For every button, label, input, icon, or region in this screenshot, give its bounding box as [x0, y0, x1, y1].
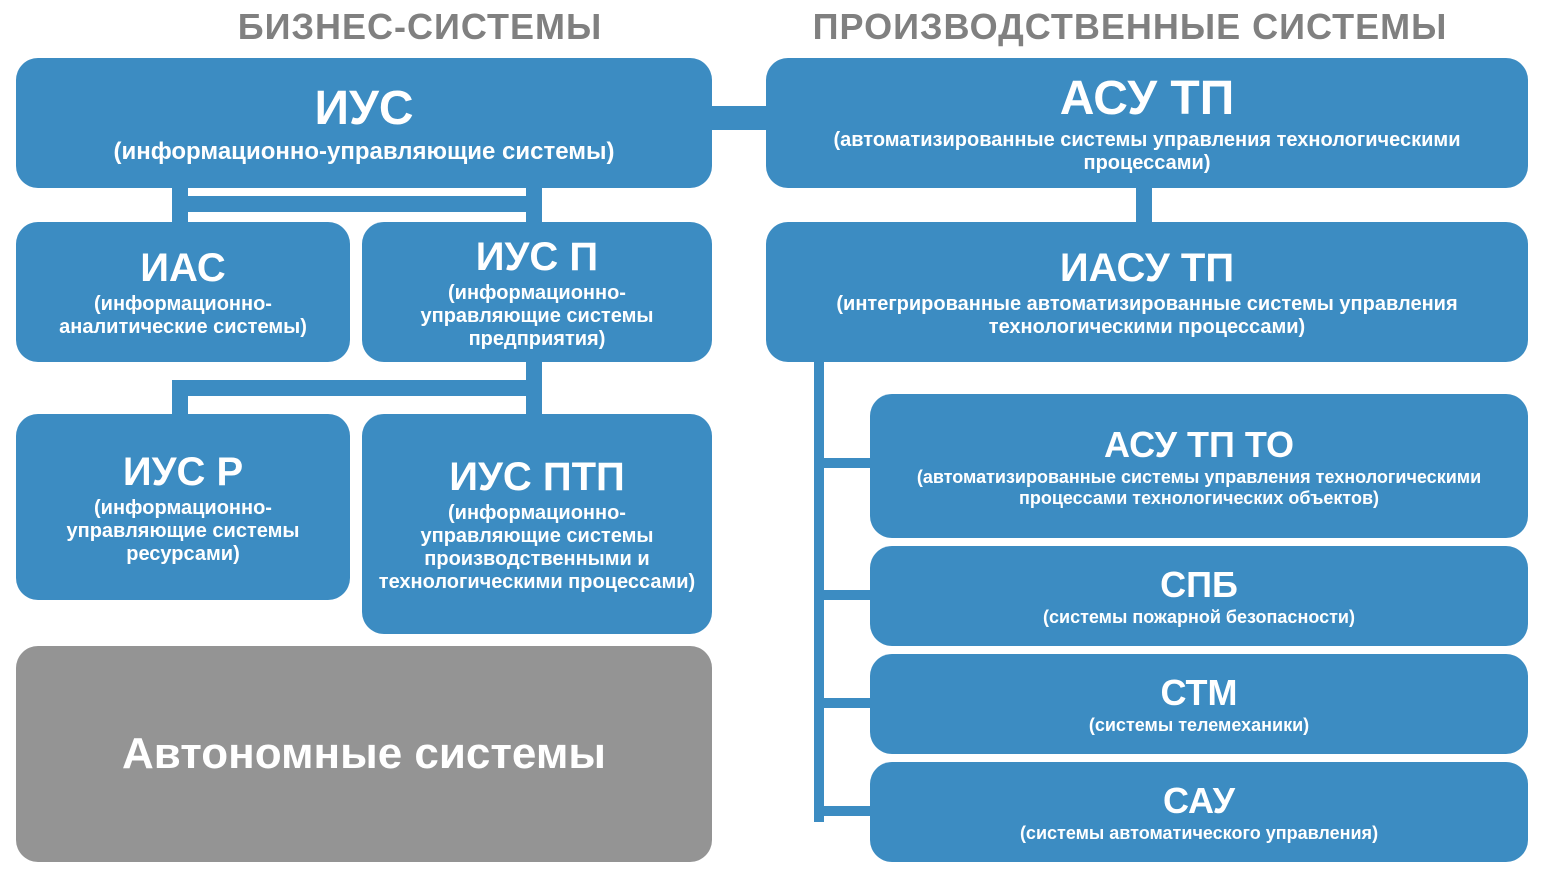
connector	[814, 806, 870, 816]
node-spb: СПБ (системы пожарной безопасности)	[870, 546, 1528, 646]
connector	[1136, 188, 1152, 222]
node-spb-title: СПБ	[1160, 564, 1238, 605]
node-ius-title: ИУС	[314, 81, 413, 136]
connector	[814, 698, 870, 708]
node-iusptp-title: ИУС ПТП	[449, 454, 625, 500]
node-sau: САУ (системы автоматического управления)	[870, 762, 1528, 862]
connector	[172, 196, 542, 212]
header-business-systems: БИЗНЕС-СИСТЕМЫ	[170, 6, 670, 50]
node-asutp: АСУ ТП (автоматизированные системы управ…	[766, 58, 1528, 188]
connector	[814, 590, 870, 600]
node-iasutp-title: ИАСУ ТП	[1060, 245, 1234, 291]
node-ias: ИАС (информационно-аналитические системы…	[16, 222, 350, 362]
node-iusp-title: ИУС П	[476, 234, 598, 280]
node-asutpto-title: АСУ ТП ТО	[1104, 424, 1294, 465]
node-asutpto: АСУ ТП ТО (автоматизированные системы уп…	[870, 394, 1528, 538]
node-sau-title: САУ	[1163, 780, 1235, 821]
node-iusptp-sub: (информационно-управляющие системы произ…	[378, 502, 696, 594]
header-production-systems: ПРОИЗВОДСТВЕННЫЕ СИСТЕМЫ	[730, 6, 1530, 50]
node-iusr: ИУС Р (информационно-управляющие системы…	[16, 414, 350, 600]
node-asutpto-sub: (автоматизированные системы управления т…	[886, 467, 1512, 508]
node-iusp: ИУС П (информационно-управляющие системы…	[362, 222, 712, 362]
connector	[712, 106, 766, 130]
node-ias-title: ИАС	[140, 245, 226, 291]
connector	[172, 380, 542, 396]
node-autonomous: Автономные системы	[16, 646, 712, 862]
node-stm: СТМ (системы телемеханики)	[870, 654, 1528, 754]
node-autonomous-title: Автономные системы	[122, 729, 606, 780]
node-sau-sub: (системы автоматического управления)	[1020, 823, 1378, 844]
node-ius: ИУС (информационно-управляющие системы)	[16, 58, 712, 188]
node-ius-sub: (информационно-управляющие системы)	[113, 138, 614, 166]
node-iasutp: ИАСУ ТП (интегрированные автоматизирован…	[766, 222, 1528, 362]
node-stm-sub: (системы телемеханики)	[1089, 715, 1309, 736]
node-iusr-sub: (информационно-управляющие системы ресур…	[32, 497, 334, 566]
connector	[814, 458, 870, 468]
node-iusp-sub: (информационно-управляющие системы предп…	[378, 282, 696, 351]
node-ias-sub: (информационно-аналитические системы)	[32, 293, 334, 339]
node-iasutp-sub: (интегрированные автоматизированные сист…	[782, 293, 1512, 339]
node-iusr-title: ИУС Р	[123, 449, 243, 495]
node-iusptp: ИУС ПТП (информационно-управляющие систе…	[362, 414, 712, 634]
node-spb-sub: (системы пожарной безопасности)	[1043, 607, 1355, 628]
node-asutp-title: АСУ ТП	[1060, 71, 1235, 126]
node-stm-title: СТМ	[1160, 672, 1237, 713]
node-asutp-sub: (автоматизированные системы управления т…	[782, 129, 1512, 175]
